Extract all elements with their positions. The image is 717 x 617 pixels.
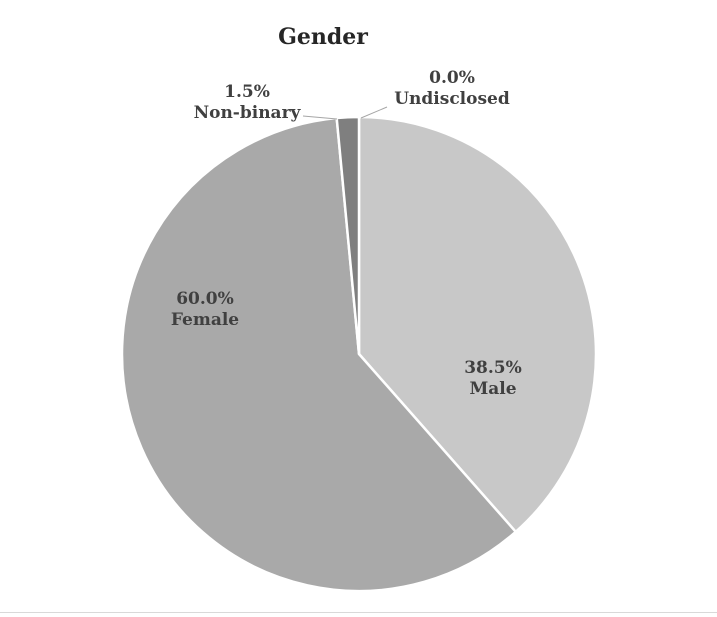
data-label-category-non-binary: Non-binary [194, 103, 302, 123]
data-label-value-non-binary: 1.5% [224, 82, 270, 102]
leader-lines [302, 106, 388, 120]
slice-non-binary [335, 115, 361, 356]
data-label-value-male: 38.5% [464, 358, 522, 378]
bottom-divider [0, 612, 717, 613]
slice-labels: 38.5%Male 60.0%Female 1.5%Non-binary 0.0%Un… [171, 68, 522, 399]
data-label-value-undisclosed: 0.0% [429, 68, 475, 88]
slice-female [120, 116, 517, 593]
data-label-category-male: Male [469, 379, 516, 399]
data-label-value-female: 60.0% [176, 289, 234, 309]
leader-line-non-binary [302, 115, 338, 120]
chart-title: Gender [278, 24, 368, 50]
slice-male [357, 115, 598, 534]
data-label-category-undisclosed: Undisclosed [394, 89, 510, 109]
pie-slices [120, 115, 598, 593]
leader-line-undisclosed [360, 106, 388, 119]
data-label-category-female: Female [171, 310, 239, 330]
